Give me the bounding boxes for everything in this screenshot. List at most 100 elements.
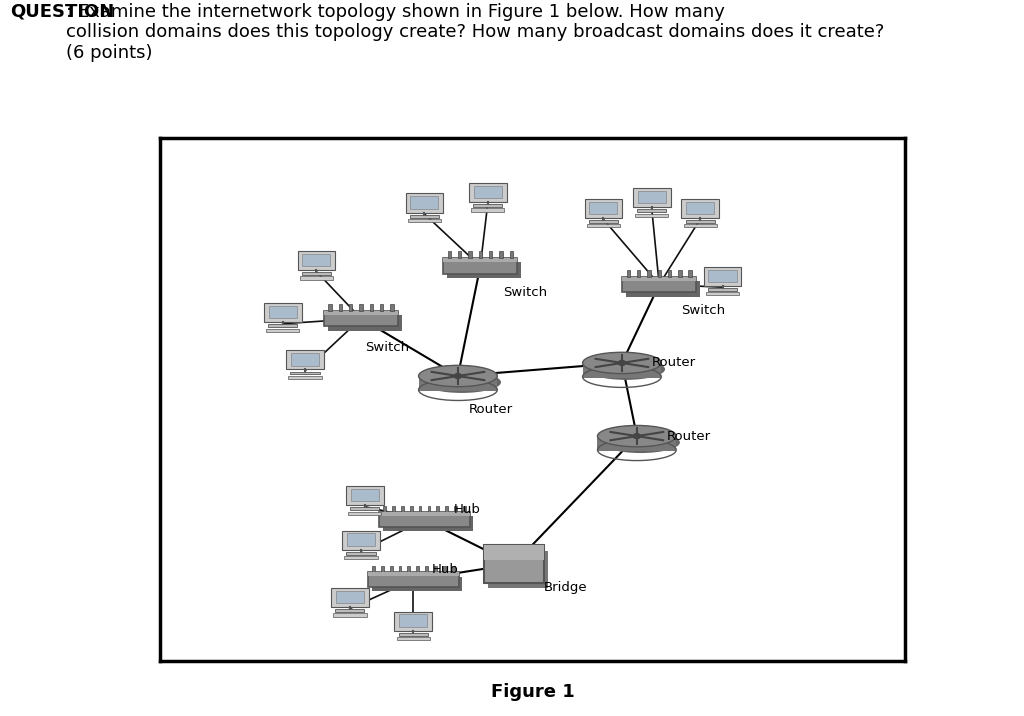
Bar xyxy=(500,251,503,258)
Bar xyxy=(329,304,332,311)
Bar xyxy=(346,552,376,555)
Bar xyxy=(455,506,457,512)
Bar xyxy=(703,266,741,286)
FancyBboxPatch shape xyxy=(419,377,498,391)
Bar xyxy=(350,508,379,511)
Bar xyxy=(474,186,502,198)
Bar xyxy=(368,572,459,576)
Bar xyxy=(627,270,630,276)
Bar xyxy=(436,506,439,512)
Circle shape xyxy=(618,360,626,365)
Bar xyxy=(688,270,692,276)
Bar xyxy=(289,376,322,379)
Bar xyxy=(336,591,364,604)
Bar xyxy=(686,202,715,214)
Bar xyxy=(287,350,324,369)
Bar xyxy=(379,512,470,527)
Bar xyxy=(408,219,441,222)
Bar xyxy=(463,506,466,512)
Bar xyxy=(302,272,331,275)
Bar xyxy=(473,204,503,207)
Bar xyxy=(347,533,375,546)
Bar xyxy=(637,210,667,213)
Bar xyxy=(298,251,335,270)
Bar xyxy=(370,304,373,311)
Bar xyxy=(359,304,362,311)
Bar xyxy=(408,566,411,572)
Text: Router: Router xyxy=(469,404,513,417)
Bar xyxy=(406,193,443,213)
Bar xyxy=(381,566,384,572)
Ellipse shape xyxy=(587,359,665,380)
Bar xyxy=(647,270,650,276)
Bar xyxy=(302,254,331,266)
Bar xyxy=(328,315,401,331)
Bar xyxy=(708,288,737,291)
Bar xyxy=(394,611,432,631)
FancyBboxPatch shape xyxy=(583,364,662,378)
Bar xyxy=(417,566,419,572)
Bar xyxy=(427,506,430,512)
Bar xyxy=(383,516,473,531)
Bar xyxy=(300,276,333,279)
Bar xyxy=(344,556,378,559)
Text: Switch: Switch xyxy=(365,341,409,354)
Bar xyxy=(419,506,422,512)
Bar xyxy=(709,269,736,282)
Bar xyxy=(443,258,517,274)
Bar xyxy=(325,311,398,326)
Text: Router: Router xyxy=(667,430,711,442)
Bar xyxy=(339,304,342,311)
Bar xyxy=(668,270,671,276)
Bar xyxy=(706,292,739,295)
Bar xyxy=(348,511,382,515)
Ellipse shape xyxy=(583,352,662,374)
Bar xyxy=(268,324,297,327)
Ellipse shape xyxy=(601,432,680,453)
Bar xyxy=(399,614,427,626)
Bar xyxy=(589,202,617,214)
Bar xyxy=(264,304,301,322)
Bar xyxy=(458,251,462,258)
Bar xyxy=(368,572,459,587)
Bar xyxy=(445,506,449,512)
Bar xyxy=(469,183,507,202)
Bar xyxy=(683,224,717,227)
Text: : Examine the internetwork topology shown in Figure 1 below. How many
collision : : Examine the internetwork topology show… xyxy=(66,3,885,62)
Bar xyxy=(638,191,666,203)
Bar xyxy=(447,263,521,279)
Bar xyxy=(372,576,462,591)
Bar xyxy=(447,251,451,258)
Bar xyxy=(349,304,352,311)
Text: Switch: Switch xyxy=(503,286,547,299)
Bar xyxy=(390,304,393,311)
Bar xyxy=(587,224,620,227)
Bar xyxy=(396,637,430,640)
Circle shape xyxy=(455,374,462,379)
Bar xyxy=(291,372,319,374)
Bar xyxy=(342,531,380,550)
FancyBboxPatch shape xyxy=(597,437,676,451)
Bar xyxy=(484,546,544,561)
Bar xyxy=(452,566,455,572)
Bar xyxy=(372,566,375,572)
Bar xyxy=(633,188,671,208)
Bar xyxy=(425,566,428,572)
Bar xyxy=(678,270,682,276)
Bar xyxy=(379,512,470,516)
Ellipse shape xyxy=(597,425,676,447)
Bar xyxy=(392,506,395,512)
Bar xyxy=(400,506,403,512)
Bar xyxy=(478,251,482,258)
Text: Hub: Hub xyxy=(455,503,481,516)
Bar xyxy=(626,281,699,296)
Bar xyxy=(398,566,401,572)
Bar xyxy=(291,353,319,365)
Bar xyxy=(623,276,696,292)
Bar xyxy=(350,489,379,501)
Bar xyxy=(325,311,398,314)
Text: Switch: Switch xyxy=(682,304,726,317)
Ellipse shape xyxy=(419,365,498,387)
Bar xyxy=(411,196,438,208)
Ellipse shape xyxy=(422,372,501,393)
